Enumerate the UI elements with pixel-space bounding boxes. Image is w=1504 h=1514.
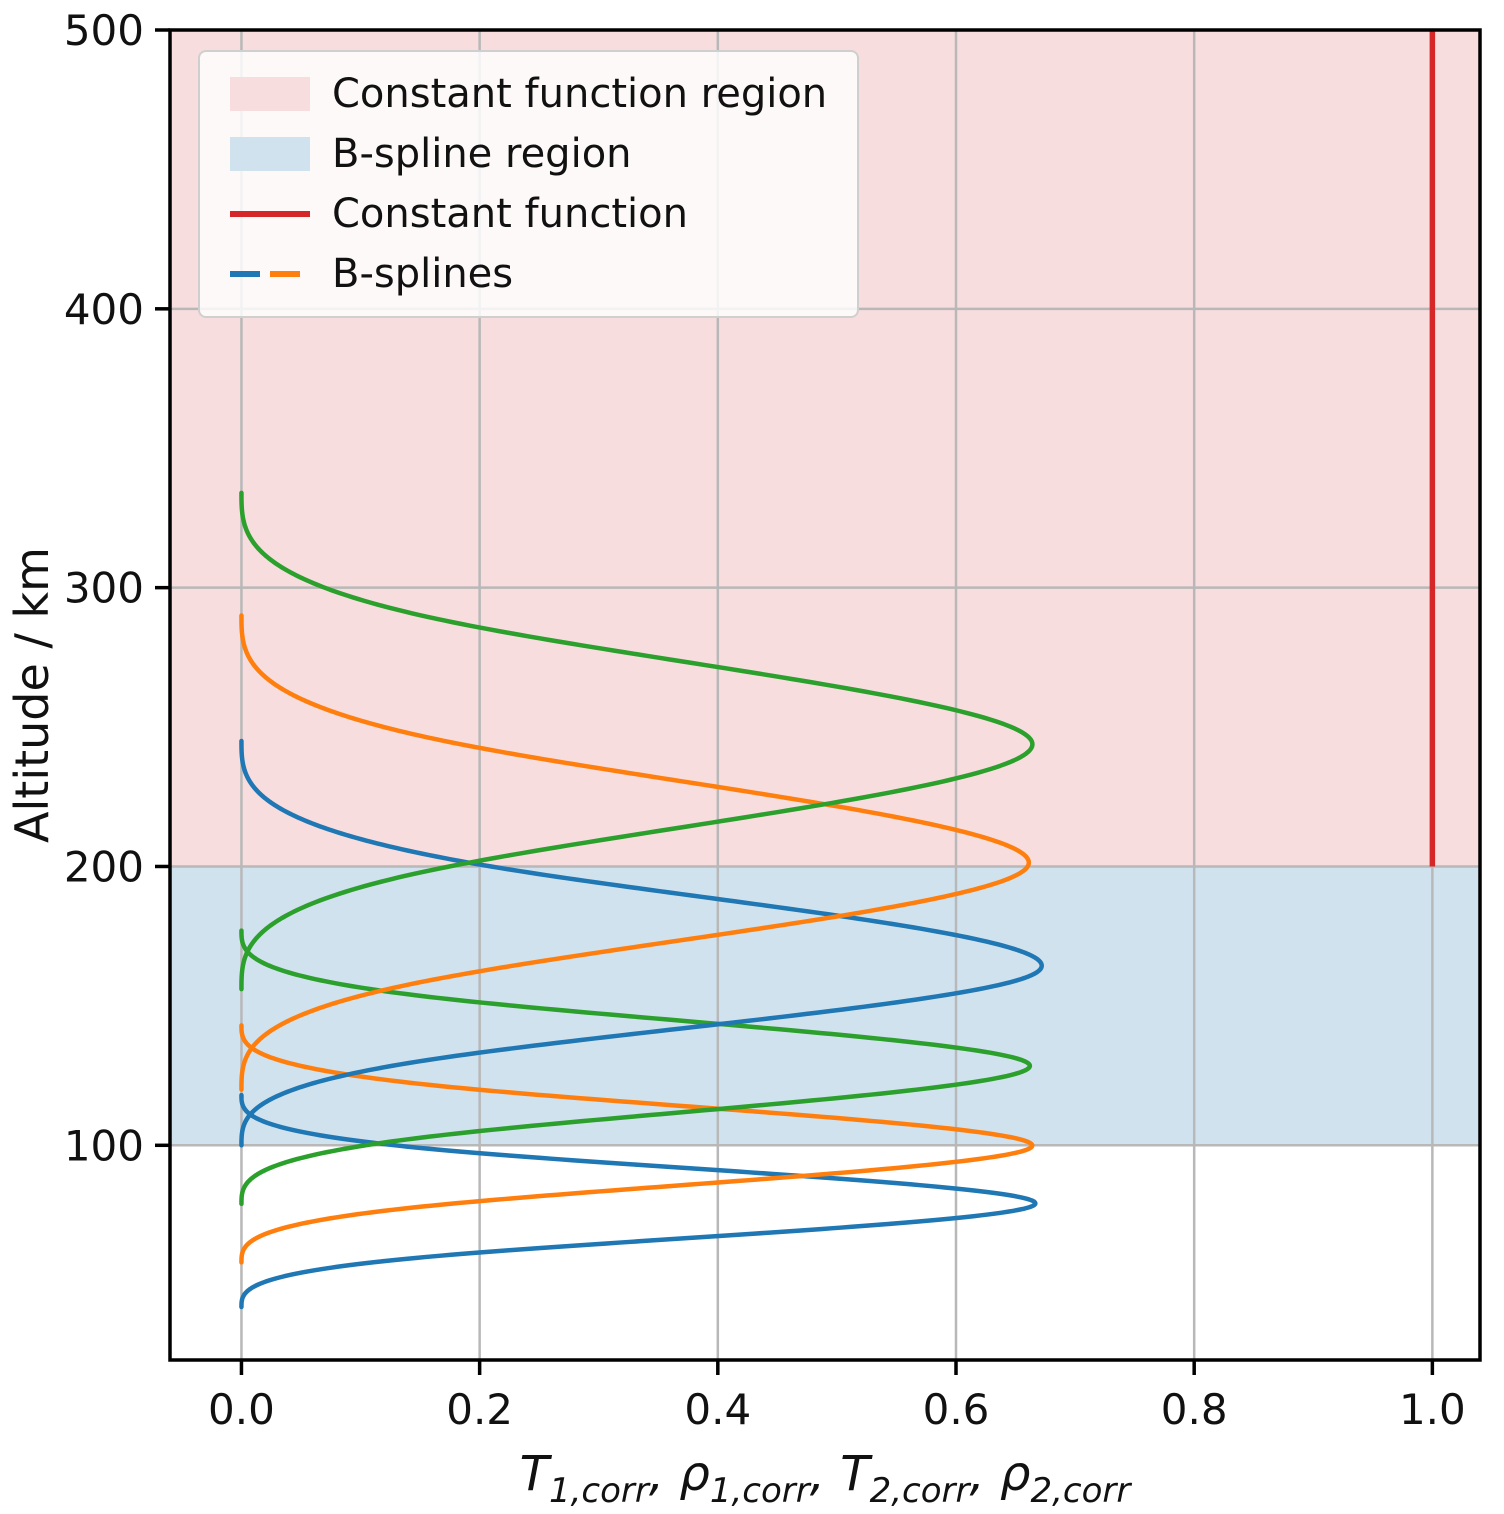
bspline-curve-1 bbox=[239, 1023, 1035, 1265]
y-tick-label: 300 bbox=[64, 564, 144, 613]
y-tick-label: 100 bbox=[64, 1121, 144, 1170]
legend-label-constant-function: Constant function bbox=[332, 191, 688, 237]
legend-swatch-constant-function-line bbox=[230, 211, 310, 217]
legend-label-constant-function-region: Constant function region bbox=[332, 71, 828, 117]
legend-swatch-bspline-region bbox=[230, 137, 310, 171]
x-tick-label: 0.8 bbox=[1161, 1385, 1228, 1434]
x-tick-label: 0.0 bbox=[208, 1385, 275, 1434]
legend-dash-segment-0 bbox=[230, 271, 260, 277]
legend-swatch-bsplines-dashed-line bbox=[230, 271, 310, 277]
bspline-curve-5 bbox=[239, 490, 1035, 992]
legend-swatch-constant-function-region bbox=[230, 77, 310, 111]
legend-item-bsplines: B-splines bbox=[230, 252, 827, 296]
y-tick-label: 400 bbox=[64, 285, 144, 334]
bspline-curve-2 bbox=[239, 928, 1033, 1207]
legend-label-bsplines: B-splines bbox=[332, 251, 514, 297]
x-tick-label: 0.4 bbox=[684, 1385, 751, 1434]
y-tick-label: 200 bbox=[64, 842, 144, 891]
legend-item-constant-function: Constant function bbox=[230, 192, 827, 236]
b-spline-region bbox=[170, 866, 1480, 1146]
y-axis-label: Altitude / km bbox=[5, 547, 59, 843]
y-tick-label: 500 bbox=[64, 6, 144, 55]
x-tick-label: 0.2 bbox=[446, 1385, 513, 1434]
x-tick-label: 1.0 bbox=[1399, 1385, 1466, 1434]
legend-label-bspline-region: B-spline region bbox=[332, 131, 632, 177]
legend-dash-segment-1 bbox=[270, 271, 300, 277]
bspline-curve-4 bbox=[239, 613, 1032, 1092]
legend-item-bspline-region: B-spline region bbox=[230, 132, 827, 176]
x-tick-label: 0.6 bbox=[923, 1385, 990, 1434]
bspline-curve-3 bbox=[239, 738, 1044, 1148]
x-axis-label: T1,corr, ρ1,corr, T2,corr, ρ2,corr bbox=[520, 1446, 1133, 1511]
bspline-curve-0 bbox=[239, 1092, 1038, 1310]
legend: Constant function region B-spline region… bbox=[198, 50, 860, 318]
legend-item-constant-function-region: Constant function region bbox=[230, 72, 827, 116]
axes-spines bbox=[168, 28, 1482, 1362]
